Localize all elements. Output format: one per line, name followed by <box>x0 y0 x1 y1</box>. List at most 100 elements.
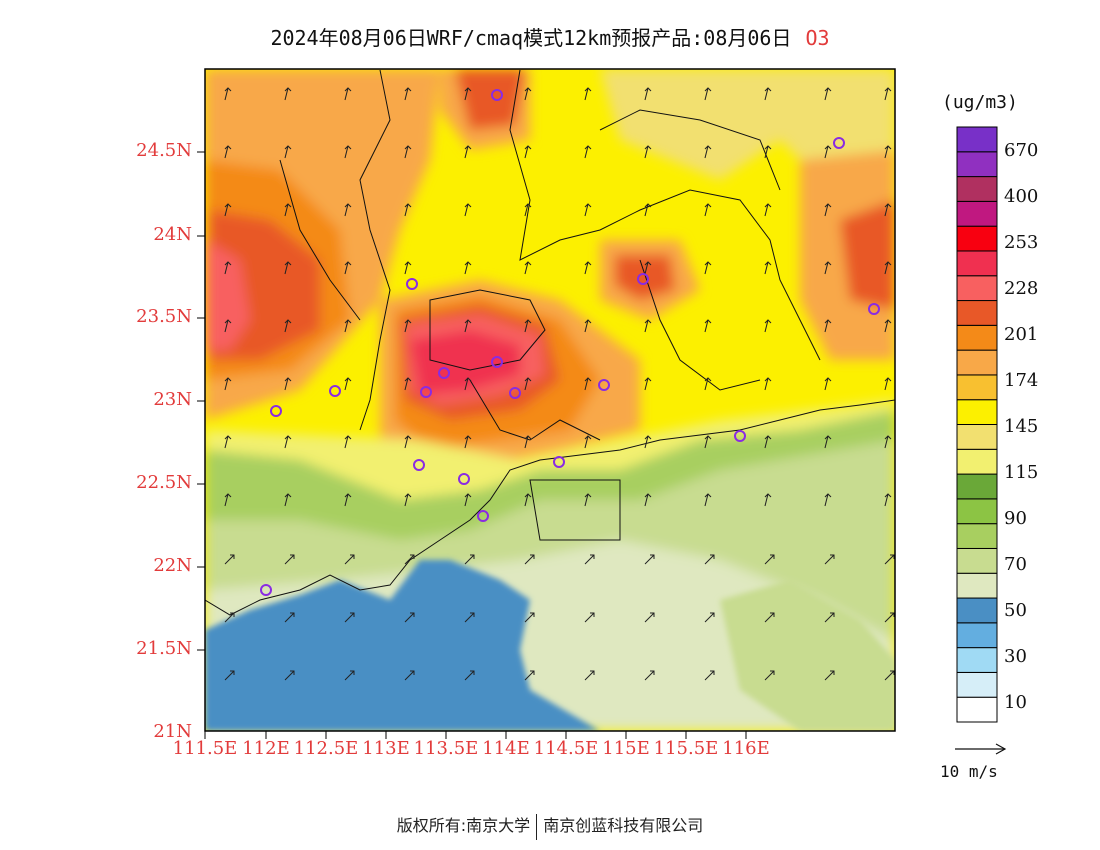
lat-label: 23.5N <box>136 306 192 327</box>
wind-arrow-head <box>584 377 592 382</box>
wind-arrow <box>284 493 289 507</box>
wind-arrow <box>824 377 829 391</box>
wind-arrow-head <box>704 145 712 150</box>
wind-arrow <box>224 670 235 681</box>
wind-arrow <box>584 319 589 333</box>
wind-arrow <box>344 87 349 101</box>
wind-arrow-head <box>524 435 532 440</box>
wind-arrow <box>704 319 709 333</box>
station-ring <box>598 379 610 391</box>
wind-arrow-head <box>644 145 652 150</box>
wind-arrow-head <box>830 554 835 559</box>
wind-arrow-head <box>590 554 595 559</box>
colorbar-swatch <box>956 151 998 178</box>
wind-arrow <box>524 87 529 101</box>
wind-arrow <box>764 377 769 391</box>
wind-arrow <box>464 377 469 391</box>
wind-arrow <box>284 377 289 391</box>
wind-arrow <box>404 87 409 101</box>
colorbar-swatch <box>956 374 998 401</box>
wind-arrow-head <box>290 670 295 675</box>
wind-arrow-head <box>224 377 232 382</box>
wind-arrow <box>884 319 889 333</box>
wind-arrow <box>644 435 649 449</box>
wind-arrow <box>404 670 415 681</box>
wind-arrow <box>464 319 469 333</box>
wind-arrow <box>644 319 649 333</box>
wind-arrow <box>584 670 595 681</box>
wind-arrow <box>884 554 895 565</box>
wind-arrow <box>464 612 475 623</box>
wind-arrow <box>704 377 709 391</box>
colorbar-label: 253 <box>1004 232 1039 253</box>
wind-arrow-head <box>404 87 412 92</box>
wind-arrow <box>464 493 469 507</box>
footer-separator <box>536 813 538 840</box>
wind-arrow-head <box>824 435 832 440</box>
wind-arrow <box>344 554 355 565</box>
wind-arrow <box>404 377 409 391</box>
wind-arrow <box>404 319 409 333</box>
wind-arrow <box>524 319 529 333</box>
lon-label: 115E <box>602 738 650 759</box>
wind-arrow-head <box>764 435 772 440</box>
station-ring <box>491 356 503 368</box>
wind-arrow-head <box>890 612 895 617</box>
chart-title: 2024年08月06日WRF/cmaq模式12km预报产品:08月06日 O3 <box>0 22 1100 51</box>
lon-label: 111.5E <box>172 738 238 759</box>
station-ring <box>509 387 521 399</box>
wind-arrow <box>764 670 775 681</box>
wind-arrow <box>824 612 835 623</box>
colorbar-label: 70 <box>1004 554 1027 575</box>
wind-arrow-head <box>410 554 415 559</box>
wind-arrow <box>284 87 289 101</box>
wind-arrow-head <box>884 377 892 382</box>
wind-arrow <box>284 554 295 565</box>
wind-arrow <box>644 261 649 275</box>
wind-arrow-head <box>764 87 772 92</box>
wind-arrow-head <box>464 435 472 440</box>
wind-arrow-head <box>824 261 832 266</box>
wind-arrow <box>644 554 655 565</box>
wind-arrow <box>224 612 235 623</box>
wind-arrow-head <box>230 670 235 675</box>
wind-reference-label: 10 m/s <box>940 762 998 781</box>
wind-arrow <box>824 319 829 333</box>
colorbar-swatch <box>956 448 998 475</box>
wind-arrow <box>344 612 355 623</box>
wind-arrow <box>824 261 829 275</box>
wind-arrow-head <box>890 554 895 559</box>
wind-arrow <box>284 203 289 217</box>
colorbar-label: 115 <box>1004 462 1039 483</box>
wind-arrow-head <box>524 87 532 92</box>
wind-arrow-head <box>890 670 895 675</box>
colorbar-swatch <box>956 250 998 277</box>
colorbar-swatch <box>956 498 998 525</box>
wind-arrow-head <box>224 261 232 266</box>
wind-arrow-head <box>764 145 772 150</box>
wind-arrow <box>884 493 889 507</box>
wind-arrow <box>464 87 469 101</box>
wind-arrow <box>284 261 289 275</box>
wind-arrow <box>884 87 889 101</box>
wind-arrow <box>704 145 709 159</box>
wind-arrow-head <box>530 612 535 617</box>
colorbar-label: 174 <box>1004 370 1039 391</box>
colorbar-swatch <box>956 324 998 351</box>
station-ring <box>438 367 450 379</box>
wind-arrow-head <box>344 87 352 92</box>
station-ring <box>833 137 845 149</box>
wind-arrow <box>824 670 835 681</box>
wind-arrow-head <box>884 493 892 498</box>
colorbar-label: 10 <box>1004 692 1027 713</box>
colorbar-unit: (ug/m3) <box>942 92 1018 113</box>
colorbar-swatch <box>956 225 998 252</box>
boundary-lines <box>205 69 895 616</box>
wind-arrow <box>224 203 229 217</box>
wind-arrow <box>404 145 409 159</box>
wind-arrow-head <box>650 554 655 559</box>
station-ring <box>734 430 746 442</box>
lon-label: 114E <box>482 738 530 759</box>
colorbar-swatch <box>956 671 998 698</box>
wind-arrow-head <box>284 435 292 440</box>
